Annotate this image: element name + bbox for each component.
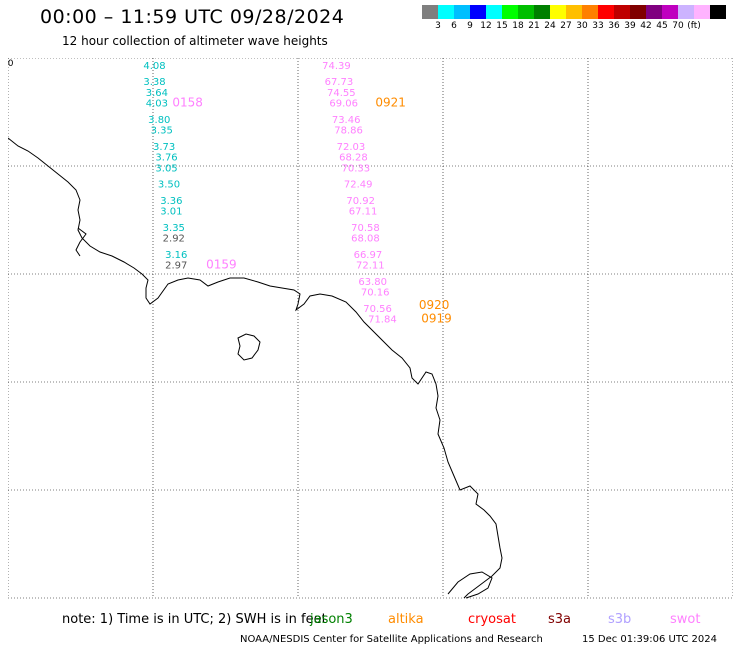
track-time-label: 0919 (421, 312, 452, 326)
wave-height-value: 73.46 (332, 115, 361, 126)
colorbar-swatch (486, 5, 502, 19)
colorbar-swatch (534, 5, 550, 19)
coastline (7, 137, 503, 599)
wave-height-value: 72.49 (344, 180, 373, 191)
wave-height-value: 2.97 (165, 261, 187, 272)
colorbar-tick: 6 (451, 21, 457, 31)
wave-height-value: 68.08 (351, 234, 380, 245)
legend-s3a: s3a (548, 612, 572, 627)
colorbar-tick: 45 (656, 21, 668, 31)
wave-height-value: 72.11 (356, 261, 385, 272)
river-inlet (75, 227, 87, 257)
colorbar-swatch (502, 5, 518, 19)
colorbar-tick: 42 (640, 21, 652, 31)
wave-height-value: 70.56 (363, 304, 392, 315)
map-panel: -60-57-54-51-48-451086420 4.083.383.644.… (1, 57, 734, 613)
wave-height-value: 69.06 (329, 99, 358, 110)
wave-height-value: 70.16 (361, 288, 390, 299)
colorbar-tick: 30 (576, 21, 588, 31)
colorbar-swatch (678, 5, 694, 19)
wave-height-value: 74.39 (322, 61, 351, 72)
colorbar-swatch (630, 5, 646, 19)
wave-height-value: 70.92 (346, 196, 375, 207)
wave-height-value: 3.35 (151, 126, 173, 137)
colorbar-tick: 18 (512, 21, 524, 31)
wave-height-value: 3.35 (163, 223, 185, 234)
wave-height-map: -60-57-54-51-48-451086420 4.083.383.644.… (1, 57, 734, 613)
wave-height-value: 3.50 (158, 180, 180, 191)
legend-s3b: s3b (608, 612, 632, 627)
colorbar-tick-labels: 3 6 9 12 15 18 21 24 27 30 33 36 39 42 45 70 (ft) (422, 21, 740, 35)
wave-height-value: 4.03 (146, 99, 168, 110)
wave-height-value: 66.97 (354, 250, 383, 261)
wave-height-value: 67.73 (325, 77, 354, 88)
wave-height-value: 70.33 (342, 163, 371, 174)
track-time-label: 0158 (172, 96, 203, 110)
wave-height-value: 4.08 (143, 61, 165, 72)
wave-height-value: 71.84 (368, 315, 397, 326)
colorbar-swatch (710, 5, 726, 19)
wave-height-value: 3.05 (155, 163, 177, 174)
wave-height-value: 72.03 (337, 142, 366, 153)
colorbar-swatch (470, 5, 486, 19)
colorbar-swatch (614, 5, 630, 19)
colorbar-swatch (550, 5, 566, 19)
colorbar-tick: 15 (496, 21, 508, 31)
wave-height-value: 70.58 (351, 223, 380, 234)
track-time-label: 0159 (206, 258, 237, 272)
track-time-label: 0921 (375, 96, 406, 110)
legend-cryosat: cryosat (468, 612, 516, 627)
wave-height-value: 3.36 (160, 196, 182, 207)
colorbar-tick: 12 (480, 21, 492, 31)
colorbar-swatch (646, 5, 662, 19)
wave-height-value: 78.86 (334, 126, 363, 137)
colorbar-tick: 27 (560, 21, 572, 31)
colorbar-tick: 36 (608, 21, 620, 31)
legend-altika: altika (388, 612, 424, 627)
wave-height-value: 3.76 (155, 153, 177, 164)
wave-height-value: 3.64 (146, 88, 168, 99)
colorbar-tick: 70 (672, 21, 684, 31)
island-ilha (237, 333, 261, 361)
colorbar-tick: 24 (544, 21, 556, 31)
colorbar-swatch (662, 5, 678, 19)
wave-height-colorbar (422, 5, 726, 19)
page-title: 00:00 – 11:59 UTC 09/28/2024 (40, 6, 345, 28)
colorbar-swatch (598, 5, 614, 19)
wave-height-value: 67.11 (349, 207, 378, 218)
colorbar-swatch (454, 5, 470, 19)
wave-height-value: 3.38 (143, 77, 165, 88)
colorbar-swatch (566, 5, 582, 19)
colorbar-swatch (422, 5, 438, 19)
legend-swot: swot (670, 612, 701, 627)
lat-tick-label: 10 (8, 59, 14, 69)
colorbar-tick: 3 (435, 21, 441, 31)
colorbar-swatch (438, 5, 454, 19)
island-marajo (447, 571, 493, 599)
colorbar-tick: 39 (624, 21, 636, 31)
colorbar-tick: (ft) (687, 21, 701, 31)
wave-height-value: 3.80 (148, 115, 170, 126)
colorbar-swatch (582, 5, 598, 19)
credit-line: NOAA/NESDIS Center for Satellite Applica… (240, 634, 543, 645)
generation-timestamp: 15 Dec 01:39:06 UTC 2024 (582, 634, 717, 645)
wave-height-value: 68.28 (339, 153, 368, 164)
colorbar-tick: 21 (528, 21, 540, 31)
colorbar-tick: 33 (592, 21, 604, 31)
track-time-label: 0920 (419, 298, 450, 312)
wave-height-value: 3.01 (160, 207, 182, 218)
colorbar-swatch (518, 5, 534, 19)
page-subtitle: 12 hour collection of altimeter wave hei… (62, 34, 328, 48)
legend-jason3: jason3 (310, 612, 353, 627)
colorbar-swatch (694, 5, 710, 19)
wave-height-value: 2.92 (163, 234, 185, 245)
footer-note: note: 1) Time is in UTC; 2) SWH is in fe… (62, 612, 327, 627)
colorbar-tick: 9 (467, 21, 473, 31)
wave-height-value: 63.80 (358, 277, 387, 288)
wave-height-value: 74.55 (327, 88, 356, 99)
coastline-main (7, 137, 503, 599)
altimeter-points: 4.083.383.644.033.803.353.733.763.053.50… (143, 61, 451, 326)
wave-height-value: 3.73 (153, 142, 175, 153)
wave-height-value: 3.16 (165, 250, 187, 261)
